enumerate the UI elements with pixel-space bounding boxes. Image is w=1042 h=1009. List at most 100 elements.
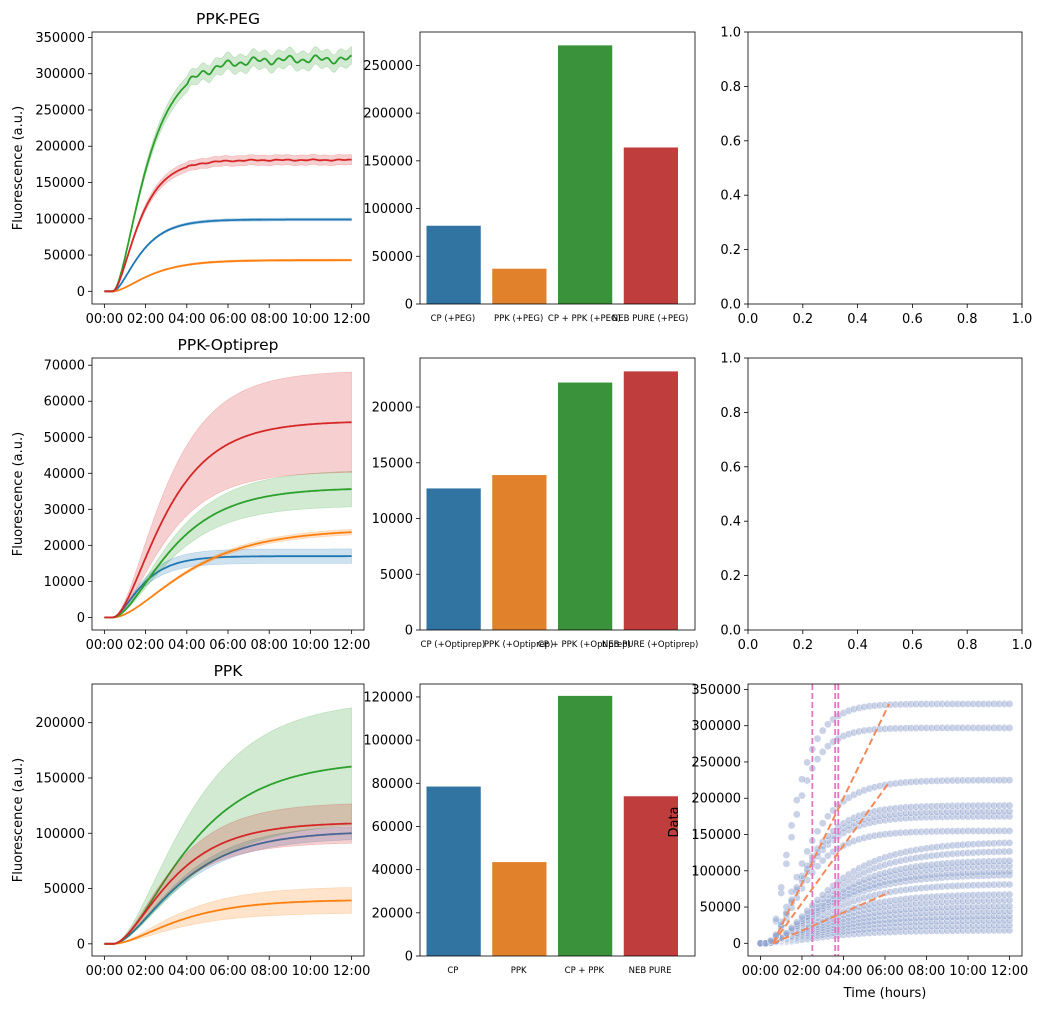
scatter-point xyxy=(824,886,832,895)
bar-2 xyxy=(558,45,613,305)
scatter-point xyxy=(782,903,791,911)
x-category-label: CP (+PEG) xyxy=(431,314,476,324)
y-tick-label: 0 xyxy=(733,937,741,952)
series-band-1 xyxy=(104,258,352,292)
x-tick-label: 04:00 xyxy=(168,312,205,327)
scatter-point xyxy=(798,912,806,921)
scatter-point xyxy=(1005,700,1014,708)
scatter-point xyxy=(1005,827,1014,835)
panel-empty-top: 0.0 0.2 0.4 0.6 0.8 1.0 0.0 0.2 0.4 0.6 0.8 1.0 xyxy=(720,26,1032,328)
y-tick-label: 1.0 xyxy=(720,26,741,41)
y-tick-label: 0 xyxy=(77,285,85,300)
scatter-point xyxy=(772,915,780,923)
y-tick-label: 0.2 xyxy=(720,243,741,258)
y-tick-label: 30000 xyxy=(44,503,85,518)
y-tick-label: 5000 xyxy=(380,568,413,583)
series-line-1 xyxy=(104,259,352,293)
y-tick-label: 0.4 xyxy=(720,189,741,204)
panel-ppk-optiprep-line: 0 10000 20000 30000 40000 50000 60000 70000 00:0… xyxy=(11,336,370,653)
axes-frame xyxy=(91,31,365,305)
x-tick-label: 0.8 xyxy=(957,312,978,327)
x-tick-label: 00:00 xyxy=(86,638,123,653)
scatter-point xyxy=(818,856,827,865)
series-band-0 xyxy=(104,217,352,292)
x-tick-label: 10:00 xyxy=(292,638,329,653)
y-tick-label: 150000 xyxy=(35,176,85,191)
y-tick-label: 200000 xyxy=(35,140,85,155)
x-tick-label: 0.2 xyxy=(792,638,813,653)
x-tick-label: 08:00 xyxy=(250,638,287,653)
y-tick-label: 150000 xyxy=(363,154,413,169)
panel-ppk-peg-bar: CP (+PEG) PPK (+PEG) CP + PPK (+PEG)NEB PU… xyxy=(363,31,696,324)
x-tick-label: 06:00 xyxy=(209,964,246,979)
scatter-point xyxy=(1005,724,1014,732)
series-band-3 xyxy=(104,153,352,292)
y-tick-label: 20000 xyxy=(372,401,413,416)
fit-line-0 xyxy=(772,703,891,944)
y-axis-label: Fluorescence (a.u.) xyxy=(11,432,26,556)
scatter-points xyxy=(756,700,1014,948)
x-tick-label: 00:00 xyxy=(86,312,123,327)
y-tick-label: 0 xyxy=(405,624,413,639)
scatter-point xyxy=(813,896,822,904)
x-tick-label: 0.8 xyxy=(957,638,978,653)
y-axis-label: Fluorescence (a.u.) xyxy=(11,106,26,230)
y-tick-label: 60000 xyxy=(372,820,413,835)
y-tick-label: 100000 xyxy=(363,202,413,217)
x-category-label: PPK (+Optiprep) xyxy=(484,640,553,650)
y-tick-label: 50000 xyxy=(700,901,741,916)
y-tick-label: 0.6 xyxy=(720,460,741,475)
x-tick-label: 0.6 xyxy=(902,312,923,327)
bar-3 xyxy=(623,371,678,630)
bar-2 xyxy=(558,382,613,630)
bar-1 xyxy=(492,475,547,630)
series-line-0 xyxy=(104,218,352,293)
x-category-label: CP + PPK xyxy=(565,966,605,976)
y-tick-label: 80000 xyxy=(372,777,413,792)
scatter-point xyxy=(818,819,827,828)
x-category-label: CP + PPK (+Optiprep) xyxy=(538,640,631,650)
series-line-2 xyxy=(104,765,352,945)
bar-1 xyxy=(492,268,547,304)
scatter-point xyxy=(1005,880,1014,889)
scatter-point xyxy=(793,918,801,927)
x-tick-label: 12:00 xyxy=(333,638,370,653)
y-tick-label: 300000 xyxy=(35,67,85,82)
scatter-point xyxy=(824,812,832,821)
x-tick-label: 06:00 xyxy=(209,638,246,653)
x-tick-label: 04:00 xyxy=(825,964,862,979)
y-tick-label: 70000 xyxy=(44,359,85,374)
scatter-point xyxy=(787,833,796,842)
scatter-point xyxy=(777,883,786,892)
scatter-point xyxy=(818,891,827,899)
x-tick-label: 04:00 xyxy=(168,964,205,979)
y-tick-label: 40000 xyxy=(44,467,85,482)
series-line-3 xyxy=(104,421,352,619)
panel-ppk-bar: CP PPK CP + PPK NEB PURE 0 20000 40000 60000 800… xyxy=(363,683,696,976)
scatter-point xyxy=(813,734,822,743)
x-tick-label: 08:00 xyxy=(908,964,945,979)
scatter-point xyxy=(787,821,796,830)
chart-title: PPK-Optiprep xyxy=(178,336,279,354)
y-tick-label: 100000 xyxy=(363,734,413,749)
scatter-point xyxy=(798,791,806,800)
x-tick-label: 08:00 xyxy=(250,964,287,979)
series-band-2 xyxy=(104,46,352,292)
fit-line-2 xyxy=(772,891,890,945)
axes-frame xyxy=(747,357,1023,631)
x-category-label: CP (+Optiprep) xyxy=(421,640,486,650)
x-tick-label: 0.4 xyxy=(847,638,868,653)
y-tick-label: 0.8 xyxy=(720,406,741,421)
panel-fit-scatter: 0 50000 100000 150000 200000 250000 300000 3500… xyxy=(667,683,1028,1001)
y-tick-label: 10000 xyxy=(44,575,85,590)
y-tick-label: 200000 xyxy=(363,107,413,122)
y-tick-label: 250000 xyxy=(35,103,85,118)
x-tick-label: 1.0 xyxy=(1012,312,1033,327)
x-tick-label: 10:00 xyxy=(949,964,986,979)
scatter-point xyxy=(1005,847,1014,856)
x-tick-label: 02:00 xyxy=(127,638,164,653)
y-tick-label: 0.2 xyxy=(720,569,741,584)
scatter-point xyxy=(1005,857,1014,865)
y-tick-label: 50000 xyxy=(372,250,413,265)
y-tick-label: 0 xyxy=(77,611,85,626)
